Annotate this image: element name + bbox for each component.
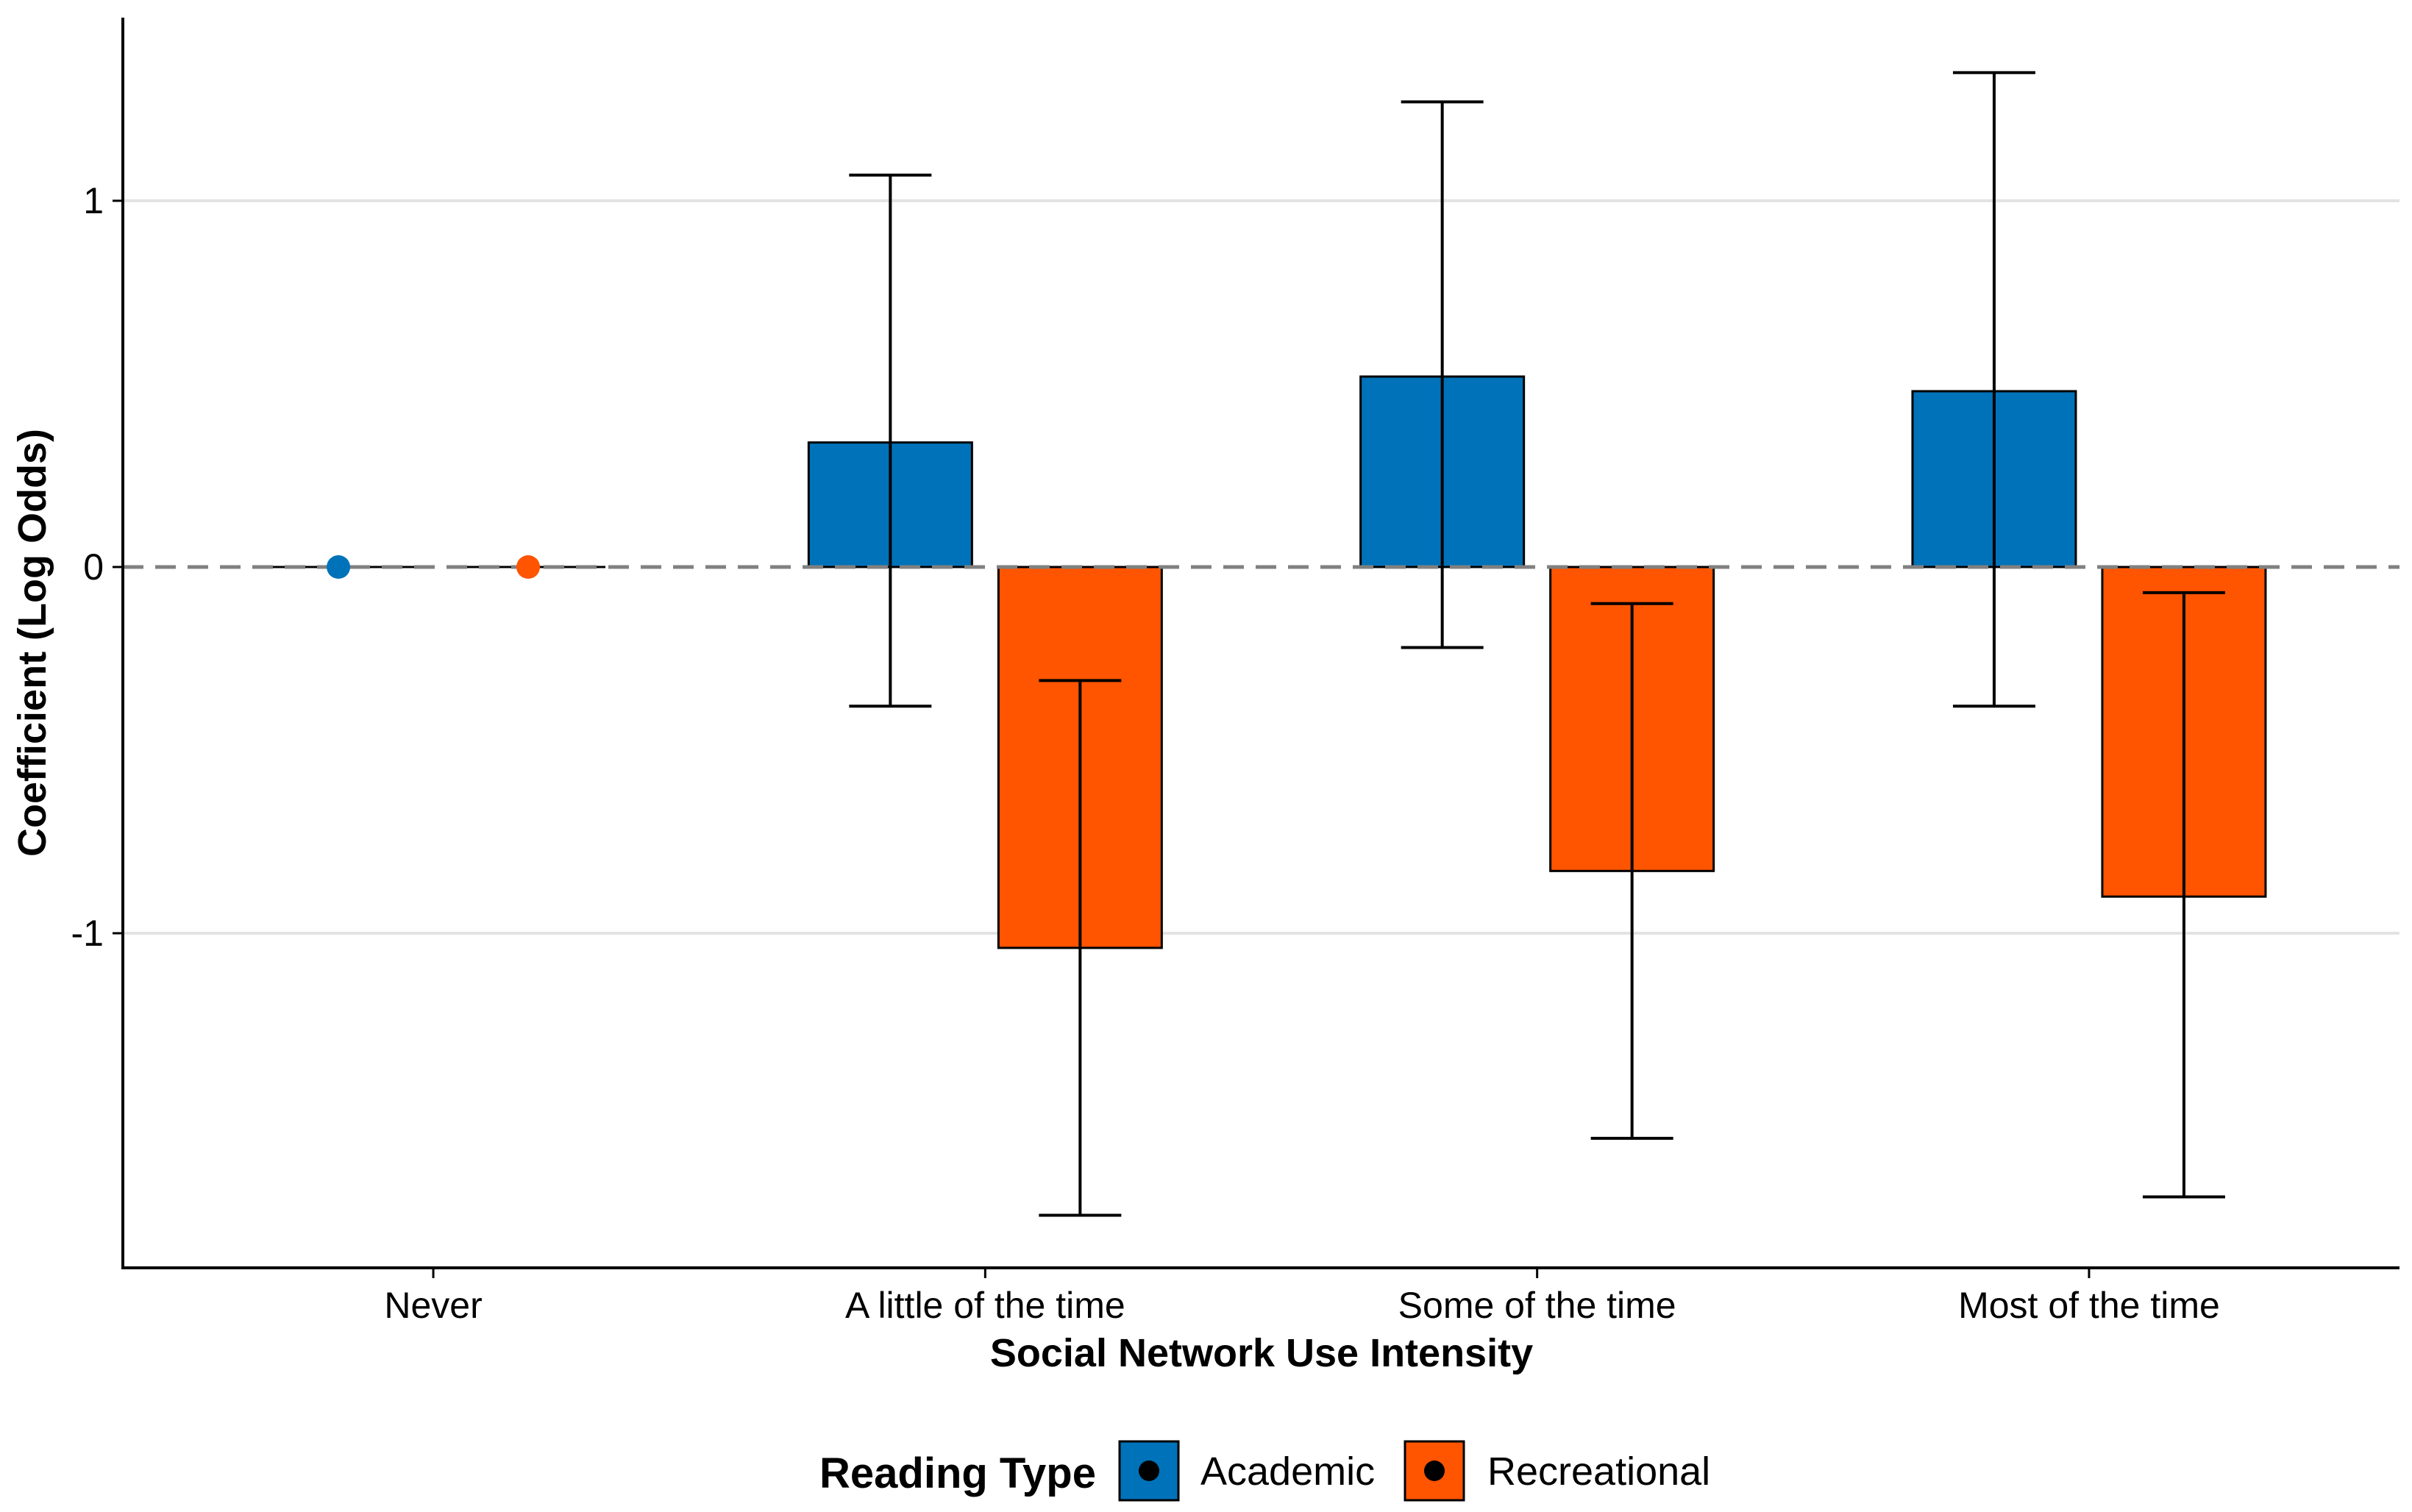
axes (121, 18, 2399, 1269)
x-ticks: Never A little of the time Some of the tim… (384, 1268, 2220, 1326)
legend-label-academic: Academic (1200, 1449, 1375, 1494)
reference-point-recreational-never (516, 555, 541, 579)
y-tick-label-1: -1 (71, 913, 104, 954)
legend-item-recreational: Recreational (1404, 1440, 1710, 1502)
y-tick-label-0: 0 (83, 546, 104, 588)
y-tick-label-1: 1 (83, 180, 104, 221)
y-ticks: 1 0 -1 (71, 180, 123, 954)
x-tick-label-a-little-of-the-time: A little of the time (845, 1285, 1125, 1326)
x-tick-label-never: Never (384, 1285, 482, 1326)
reference-point-academic-never (327, 555, 351, 579)
reference-line-group (123, 555, 2399, 579)
legend-title: Reading Type (819, 1449, 1096, 1497)
x-tick-label-some-of-the-time: Some of the time (1398, 1285, 1676, 1326)
x-tick-label-most-of-the-time: Most of the time (1958, 1285, 2220, 1326)
legend-label-recreational: Recreational (1487, 1449, 1710, 1494)
legend-item-academic: Academic (1118, 1440, 1375, 1502)
legend-marker-recreational (1424, 1461, 1445, 1481)
x-axis-title: Social Network Use Intensity (990, 1331, 1533, 1375)
error-bars (849, 71, 2225, 1217)
gridlines (123, 199, 2399, 935)
legend: Reading Type Academic Recreational (819, 1440, 1710, 1502)
y-axis-title: Coefficient (Log Odds) (10, 429, 54, 857)
legend-marker-academic (1139, 1461, 1159, 1481)
